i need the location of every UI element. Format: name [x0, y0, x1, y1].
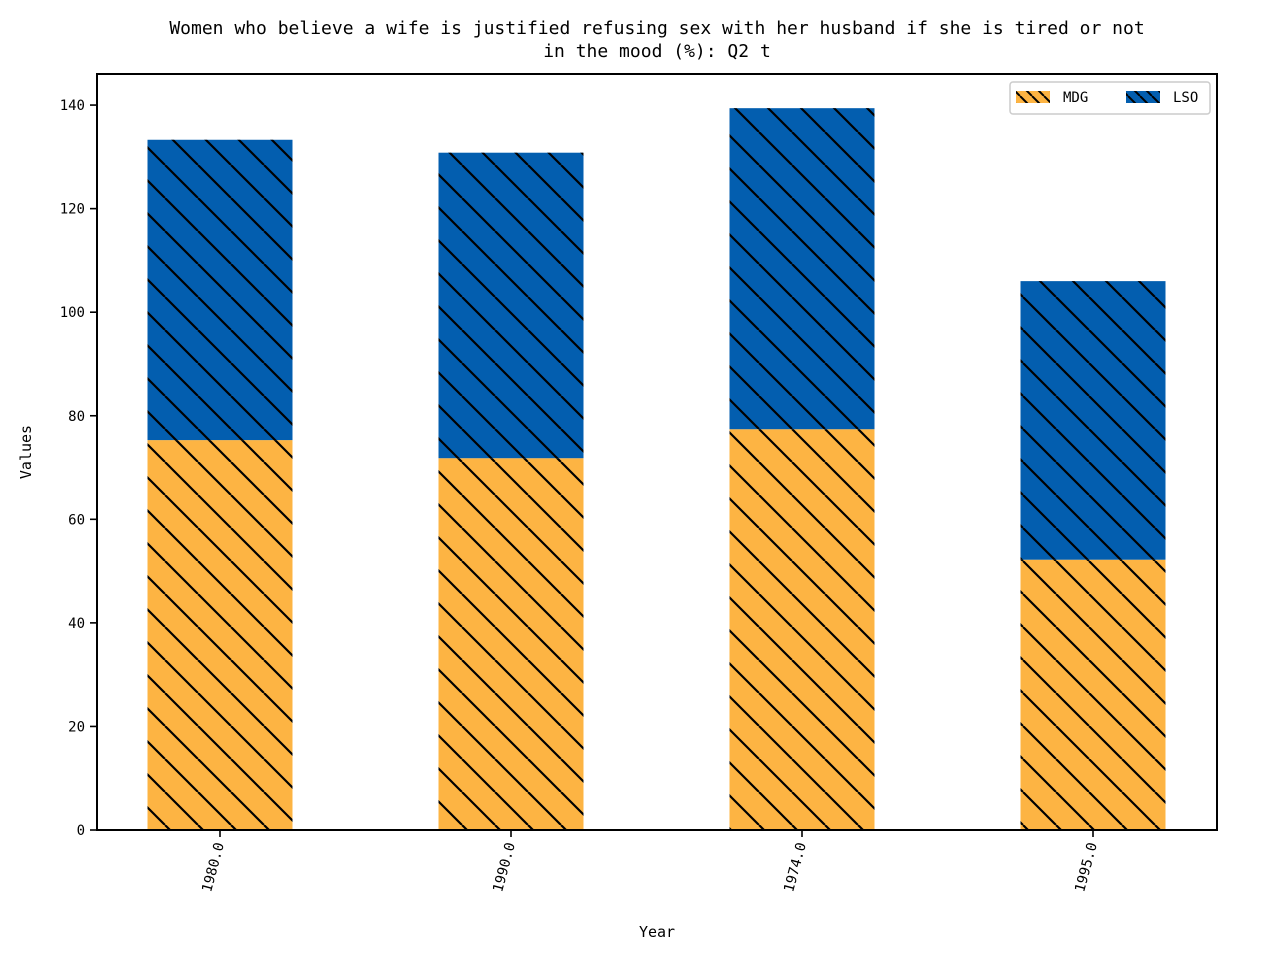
- x-tick-label-1: 1990.0: [490, 841, 519, 894]
- y-tick-label-3: 60: [68, 512, 85, 528]
- y-tick-label-2: 40: [68, 616, 85, 632]
- y-tick-label-0: 0: [77, 823, 85, 839]
- legend-label-lso: LSO: [1173, 90, 1198, 106]
- legend-swatch-hatch-mdg: [1016, 91, 1050, 103]
- y-tick-label-7: 140: [60, 98, 85, 114]
- chart-title-line-1: Women who believe a wife is justified re…: [169, 18, 1144, 39]
- bar-lso-1-hatch: [438, 152, 584, 459]
- bar-lso-3-hatch: [1020, 281, 1166, 560]
- legend-swatch-hatch-lso: [1126, 91, 1160, 103]
- chart-title-line-2: in the mood (%): Q2 t: [543, 41, 771, 62]
- y-tick-label-1: 20: [68, 719, 85, 735]
- bar-lso-2-hatch: [729, 108, 875, 430]
- y-tick-label-5: 100: [60, 305, 85, 321]
- x-tick-label-0: 1980.0: [199, 841, 228, 894]
- legend-frame: [1009, 81, 1211, 115]
- legend-label-mdg: MDG: [1063, 90, 1088, 106]
- plot-frame: [96, 73, 1218, 831]
- bar-mdg-0-hatch: [147, 440, 293, 830]
- y-tick-label-6: 120: [60, 202, 85, 218]
- y-axis-label: Values: [17, 425, 35, 479]
- legend: MDG LSO: [1009, 81, 1211, 115]
- x-axis-label: Year: [639, 923, 675, 941]
- bar-mdg-3-hatch: [1020, 559, 1166, 830]
- bar-mdg-2-hatch: [729, 429, 875, 830]
- bar-lso-0-hatch: [147, 139, 293, 441]
- bar-mdg-1-hatch: [438, 458, 584, 830]
- y-tick-label-4: 80: [68, 409, 85, 425]
- x-axis: 1980.0 1990.0 1974.0 1995.0: [199, 830, 1101, 894]
- x-tick-label-3: 1995.0: [1072, 841, 1101, 894]
- bars-group: [147, 108, 1166, 830]
- y-axis: 0 20 40 60 80 100 120 140: [60, 98, 97, 839]
- x-tick-label-2: 1974.0: [781, 841, 810, 894]
